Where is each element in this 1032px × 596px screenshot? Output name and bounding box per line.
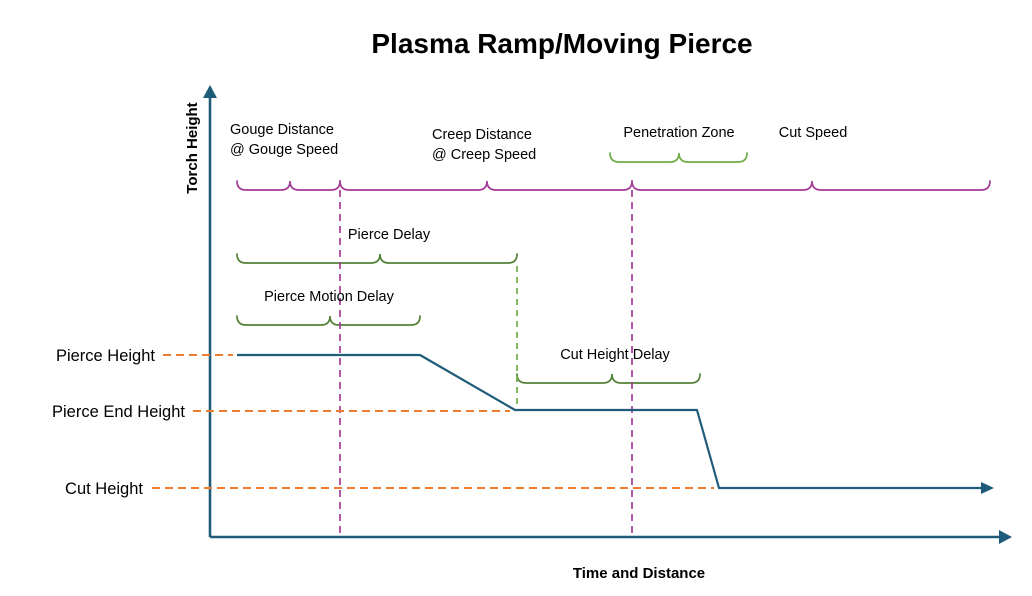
pierce-motion-delay-label: Pierce Motion Delay: [264, 289, 394, 305]
gouge-distance-label-line2: @ Gouge Speed: [230, 142, 338, 158]
y-axis-arrow-icon: [203, 85, 217, 98]
penetration-zone-brace: [609, 152, 748, 163]
y-axis-label: Torch Height: [184, 102, 201, 193]
page-title: Plasma Ramp/Moving Pierce: [371, 28, 752, 59]
creep-distance-brace: [339, 180, 633, 191]
torch-height-curve-arrow-icon: [981, 482, 994, 494]
pierce-delay-label: Pierce Delay: [348, 227, 431, 243]
cut-speed-label: Cut Speed: [779, 125, 848, 141]
pierce-delay-brace: [236, 253, 518, 264]
x-axis-arrow-icon: [999, 530, 1012, 544]
penetration-zone-label: Penetration Zone: [623, 125, 734, 141]
x-axis-label: Time and Distance: [573, 565, 705, 582]
gouge-distance-brace: [236, 180, 341, 191]
pierce-motion-delay-brace: [236, 315, 421, 326]
creep-distance-label-line1: Creep Distance: [432, 127, 532, 143]
cut-speed-brace: [631, 180, 991, 191]
cut-height-delay-brace: [516, 373, 701, 384]
gouge-distance-label-line1: Gouge Distance: [230, 122, 334, 138]
creep-distance-label-line2: @ Creep Speed: [432, 147, 536, 163]
cut-height-delay-label: Cut Height Delay: [560, 347, 670, 363]
pierce-height-label: Pierce Height: [56, 347, 155, 365]
torch-height-curve: [237, 353, 982, 490]
cut-height-label: Cut Height: [65, 480, 143, 498]
pierce-end-height-label: Pierce End Height: [52, 403, 185, 421]
